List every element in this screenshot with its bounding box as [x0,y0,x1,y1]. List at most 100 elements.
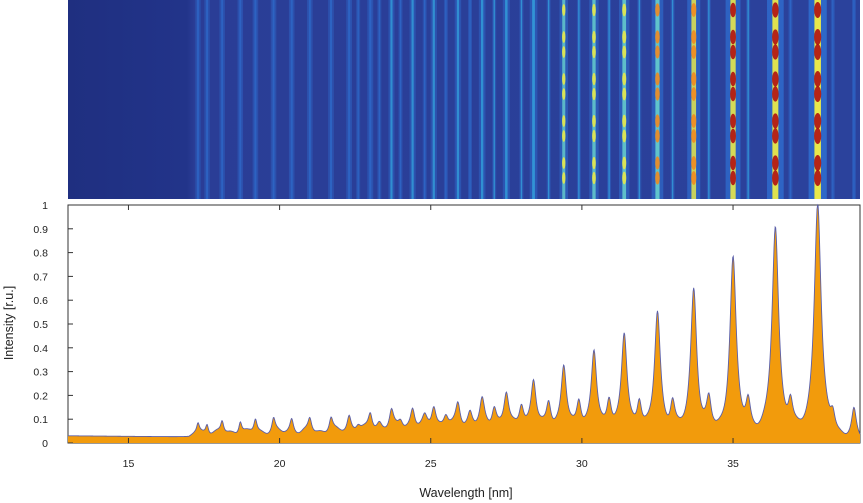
spectrogram-hotspot [814,113,822,129]
spectrogram-hotspot [622,156,627,170]
spectrogram-hotspot [622,114,627,128]
x-tick-label: 35 [727,458,739,470]
spectrogram-hotspot [814,44,822,60]
spectrogram-hotspot [592,72,596,86]
spectrogram-hotspot [691,30,697,44]
spectrogram-hotspot [562,115,566,127]
spectrogram-line [195,0,201,199]
spectrogram-hotspot [655,45,660,59]
spectrogram-hotspot [814,71,822,87]
spectrogram-satellite-line [492,0,497,199]
spectrogram-satellite-line [422,0,427,199]
spectrogram-lines [195,0,856,199]
spectrogram-line [367,0,374,199]
spectrogram-line [478,0,486,199]
spectrogram-hotspot [730,170,736,186]
y-tick-label: 0.9 [33,224,48,236]
spectrogram-hotspot [655,156,660,170]
spectrogram-hotspot [562,172,566,184]
spectrogram-satellite-line [377,0,382,199]
spectrogram-satellite-line [670,0,675,199]
spectrogram-satellite-line [398,0,403,199]
spectrogram-hotspot [772,170,779,186]
spectrum-area [68,205,860,443]
spectrogram-hotspot [814,155,822,171]
spectrogram-line [454,0,462,199]
x-axis-title: Wavelength [nm] [419,486,512,500]
spectrogram-hotspot [622,87,627,101]
spectrogram-line [409,0,416,199]
spectrogram-hotspot [562,73,566,85]
spectrogram-hotspot [562,46,566,58]
spectrogram-line [589,0,599,199]
spectrogram-line [288,0,295,199]
spectrogram-hotspot [562,88,566,100]
spectrogram-line [687,0,701,199]
spectrogram-hotspot [562,31,566,43]
x-tick-label: 15 [123,458,135,470]
spectrogram-hotspot [655,3,660,17]
y-axis: 0 0.1 0.2 0.3 0.4 0.5 0.6 0.7 0.8 0.9 1 [33,200,73,450]
spectrogram-satellite-line [788,0,793,199]
spectrogram-line [529,0,538,199]
spectrogram-image [68,0,860,199]
spectrogram-satellite-line [830,0,835,199]
spectrogram-hotspot [772,155,779,171]
spectrogram-satellite-line [637,0,642,199]
y-axis-title: Intensity [r.u.] [2,286,16,360]
spectrogram-line [328,0,334,199]
spectrogram-hotspot [622,45,627,59]
spectrogram-hotspot [691,3,697,17]
x-tick-label: 20 [274,458,286,470]
y-tick-label: 0.1 [33,414,48,426]
spectrogram-hotspot [730,128,736,144]
spectrogram-satellite-line [607,0,612,199]
spectrogram-hotspot [592,30,596,44]
spectrogram-hotspot [730,2,736,18]
spectrogram-line [219,0,225,199]
spectrogram-hotspot [691,45,697,59]
spectrogram-hotspot [772,86,779,102]
spectrogram-line [559,0,569,199]
x-axis: 15 20 25 30 35 [123,205,739,470]
spectrogram-hotspot [772,29,779,45]
spectrogram-line [619,0,630,199]
spectrogram-line [767,0,784,199]
spectrogram-hotspot [592,156,596,170]
y-tick-label: 0.3 [33,367,48,379]
spectrogram-line [502,0,510,199]
spectrogram-hotspot [691,114,697,128]
spectrogram-hotspot [622,3,627,17]
spectrogram-hotspot [622,171,627,185]
spectrogram-hotspot [730,29,736,45]
spectrogram-hotspot [772,113,779,129]
spectrogram-hotspot [814,2,822,18]
spectrogram-line [346,0,352,199]
spectrogram-hotspot [562,4,566,16]
spectrogram-hotspot [592,3,596,17]
spectrogram-hotspot [655,30,660,44]
spectrogram-hotspot [655,114,660,128]
spectrogram-hotspot [592,129,596,143]
spectrogram-hotspot [691,156,697,170]
spectrogram-line [808,0,827,199]
spectrogram-hotspot [622,129,627,143]
spectrogram-hotspot [814,128,822,144]
y-tick-label: 0.2 [33,390,48,402]
y-tick-label: 1 [42,200,48,212]
spectrogram-hotspot [730,155,736,171]
spectrogram-line [237,0,244,199]
spectrogram-hotspot [655,129,660,143]
spectrogram-hotspot [814,86,822,102]
spectrogram-hotspot [622,72,627,86]
y-tick-label: 0.5 [33,319,48,331]
spectrogram-hotspot [772,128,779,144]
spectrogram-satellite-line [576,0,581,199]
spectrogram-hotspot [592,171,596,185]
spectrogram-satellite-line [851,0,856,199]
spectrogram-hotspot [655,171,660,185]
spectrogram-satellite-line [356,0,361,199]
spectrogram-satellite-line [468,0,473,199]
y-tick-label: 0.8 [33,248,48,260]
